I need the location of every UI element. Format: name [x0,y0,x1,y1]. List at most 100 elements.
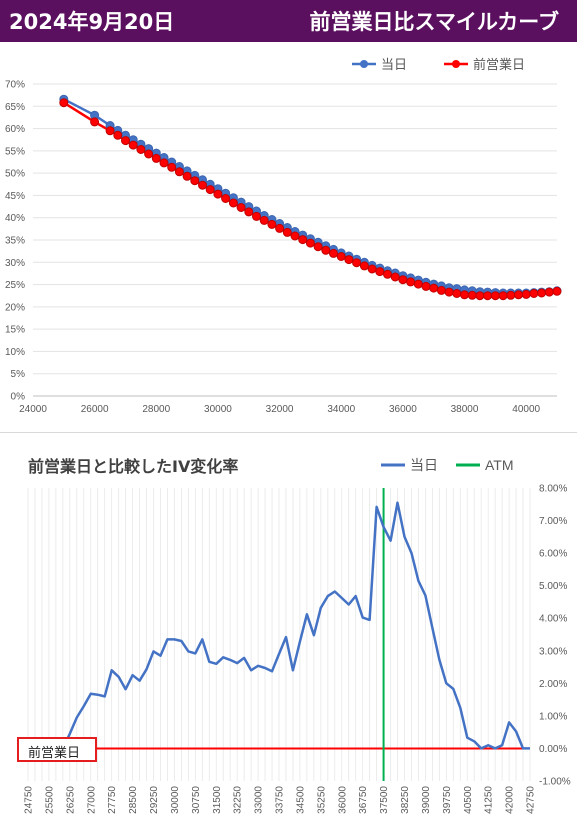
data-point [383,269,392,279]
data-point [136,145,146,154]
y-tick-label: 5% [11,369,26,380]
x-tick-label: 32250 [233,786,244,814]
data-point [375,267,385,277]
legend-label: ATM [485,457,514,473]
data-point [429,283,439,293]
y-tick-label: 2.00% [539,679,567,690]
data-point [467,290,477,300]
header-title: 前営業日比スマイルカーブ [309,10,559,34]
legend-swatch-marker [452,60,460,68]
data-point [282,227,292,237]
y-tick-label: 3.00% [539,646,567,657]
y-tick-label: 20% [5,302,25,313]
data-point [421,281,431,291]
x-tick-label: 25500 [44,786,55,814]
data-point [529,289,539,298]
data-point [174,167,184,177]
x-tick-label: 27750 [107,786,118,814]
data-point [228,198,238,208]
data-point [213,189,223,199]
data-point [275,223,285,233]
data-point [259,215,269,225]
y-tick-label: 8.00% [539,484,567,495]
data-point [475,291,485,301]
data-point [221,194,231,203]
data-point [190,176,200,186]
series-line-previous-day [63,101,558,297]
data-point [121,136,130,146]
data-point [352,258,362,268]
data-point [329,248,338,258]
y-tick-label: 25% [5,280,25,291]
data-point [236,203,246,212]
legend-label: 当日 [381,57,407,72]
reference-line-label-text: 前営業日 [28,746,81,761]
x-tick-label: 32000 [266,404,294,415]
data-point [344,255,354,265]
data-point [182,171,192,181]
x-tick-label: 36000 [389,404,417,415]
y-tick-label: 35% [5,236,25,247]
x-tick-label: 30000 [204,404,232,415]
x-tick-label: 24750 [24,786,35,814]
data-point [305,238,315,248]
x-tick-label: 37500 [379,786,390,814]
data-point [390,272,400,282]
data-point [452,289,462,298]
x-tick-label: 41250 [484,786,495,814]
data-point [90,117,100,127]
x-tick-label: 40500 [463,786,474,814]
y-tick-label: -1.00% [539,777,571,788]
legend-label: 当日 [410,457,438,473]
data-point [144,149,154,159]
x-tick-label: 36000 [337,786,348,814]
data-point [198,180,207,190]
x-tick-label: 35250 [316,786,327,814]
data-point [105,126,115,136]
y-tick-label: 70% [5,80,25,91]
data-point [406,277,416,287]
data-point [167,162,177,172]
data-point [205,185,215,195]
data-point [398,275,408,285]
y-tick-label: 5.00% [539,581,567,592]
data-point [151,153,161,163]
data-point [359,261,369,271]
x-tick-label: 42000 [505,786,516,814]
iv-change-chart: -1.00% 0.00% 1.00% 2.00% 3.00% 4.00% 5.00% 6.00… [24,457,571,814]
x-tick-label: 39000 [421,786,432,814]
data-point [313,242,323,252]
x-tick-label: 38250 [400,786,411,814]
data-point [444,287,454,297]
data-point [521,289,531,299]
data-point [321,245,331,255]
x-tick-label: 26000 [81,404,109,415]
data-point [298,235,308,245]
y-tick-label: 10% [5,347,25,358]
data-point [336,252,346,261]
x-tick-label: 30750 [191,786,202,814]
data-point [552,286,562,296]
x-tick-label: 33000 [254,786,265,814]
data-point [506,290,516,300]
x-tick-label: 38000 [451,404,479,415]
data-point [514,290,523,300]
x-tick-label: 28500 [128,786,139,814]
x-tick-label: 29250 [149,786,160,814]
y-tick-label: 7.00% [539,516,567,527]
y-tick-label: 6.00% [539,549,567,560]
y-tick-label: 0.00% [539,744,567,755]
legend-label: 前営業日 [473,57,525,72]
data-point [128,140,138,150]
y-tick-label: 45% [5,191,25,202]
y-tick-label: 60% [5,124,25,135]
x-tick-label: 24000 [19,404,47,415]
data-point [113,130,123,140]
x-tick-label: 40000 [512,404,540,415]
x-tick-label: 28000 [142,404,170,415]
x-tick-label: 27000 [86,786,97,814]
x-tick-label: 34000 [327,404,355,415]
smile-curve-chart: 0% 5% 10% 15% 20% 25% 30% 35% 40% 45% 50% 55% 60% 65%… [5,57,562,415]
data-point [483,291,493,301]
data-point [252,211,261,221]
